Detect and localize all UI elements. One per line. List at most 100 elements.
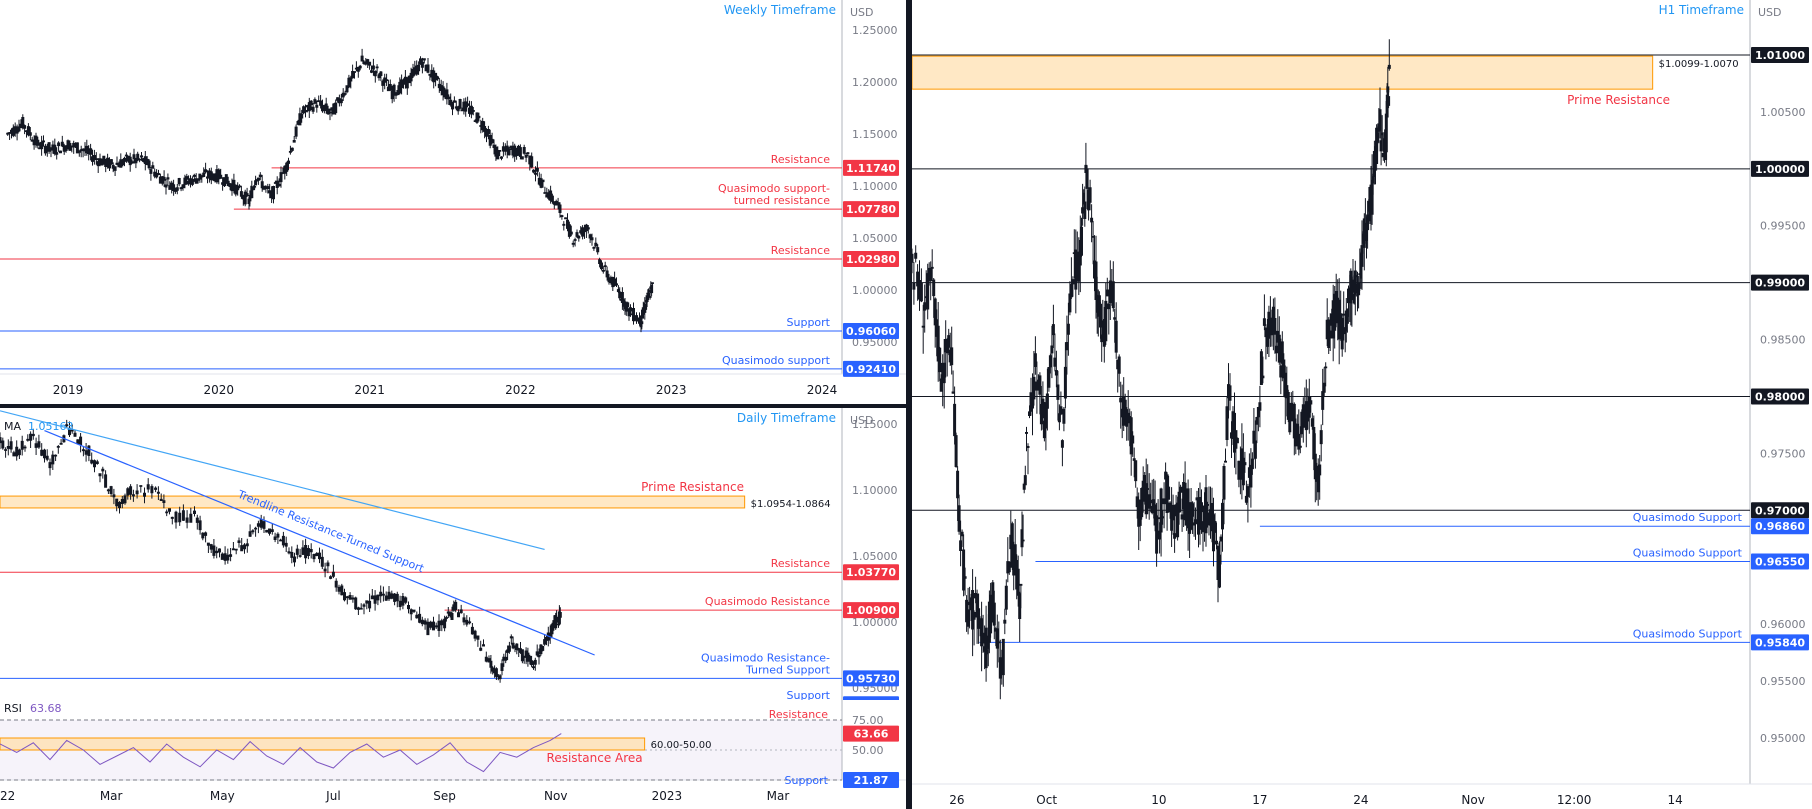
x-tick-label: 24 bbox=[1353, 793, 1368, 807]
level-price-tag-group: 0.95730 bbox=[843, 670, 899, 687]
level-label-line-2: turned resistance bbox=[734, 194, 830, 207]
daily-x-tick-label: 2022 bbox=[0, 789, 15, 803]
level-price-tag-group: 0.96550 bbox=[1751, 553, 1809, 570]
moving-average-line bbox=[0, 410, 545, 550]
horizontal-divider[interactable] bbox=[0, 404, 906, 408]
level-price-tag-group: 1.03770 bbox=[843, 564, 899, 581]
level-price-tag-bg bbox=[1751, 47, 1809, 63]
zone-range-label: $1.0099-1.0070 bbox=[1659, 59, 1739, 70]
vertical-divider[interactable] bbox=[906, 0, 912, 809]
level-price-tag: 1.00000 bbox=[1755, 163, 1805, 176]
level-label: Resistance bbox=[771, 153, 831, 166]
y-tick-label: 1.00500 bbox=[1760, 106, 1806, 119]
ma-label: MA bbox=[4, 420, 21, 433]
daily-x-tick-label: 2023 bbox=[652, 789, 683, 803]
level-price-tag: 1.03770 bbox=[846, 566, 896, 579]
weekly-chart[interactable]: USD Weekly Timeframe 1.25000 1.20000 1.15000… bbox=[0, 0, 906, 404]
level-label: Quasimodo support bbox=[722, 354, 831, 367]
rsi-y-tick-label: 50.00 bbox=[852, 744, 884, 757]
y-tick-label: 0.97500 bbox=[1760, 447, 1806, 460]
level-price-tag-group: 0.96060 bbox=[843, 322, 899, 339]
level-price-tag: 1.00900 bbox=[846, 604, 896, 617]
level-label: Support bbox=[787, 689, 831, 700]
weekly-chart-panel: USD Weekly Timeframe 1.25000 1.20000 1.15000… bbox=[0, 0, 906, 404]
level-price-tag-bg bbox=[1751, 274, 1809, 291]
y-tick-label: 0.95000 bbox=[1760, 732, 1806, 745]
rsi-support-tag-group: 21.87 bbox=[843, 772, 899, 788]
daily-x-tick-label: Mar bbox=[100, 789, 123, 803]
x-tick-label: 14 bbox=[1667, 793, 1682, 807]
ma-value: 1.05163 bbox=[28, 420, 74, 433]
timeframe-title: H1 Timeframe bbox=[1659, 3, 1744, 17]
x-tick-label: 2024 bbox=[807, 383, 838, 397]
level-price-tag-group: 1.01000 bbox=[1751, 47, 1809, 63]
level-price-tag-bg bbox=[1751, 553, 1809, 570]
rsi-value-tag-bg bbox=[843, 725, 899, 742]
trendline bbox=[44, 430, 595, 656]
h1-chart-panel: USD H1 Timeframe 1.00500 0.99500 0.98500 0.97… bbox=[912, 0, 1812, 809]
rsi-value-tag-group: 63.66 bbox=[843, 725, 899, 742]
charts-weekly-candles bbox=[6, 48, 654, 333]
level-price-tag-group: 0.99000 bbox=[1751, 274, 1809, 291]
level-price-tag: 0.93770 bbox=[846, 698, 896, 700]
rsi-label: RSI bbox=[4, 702, 22, 715]
zone-label: Prime Resistance bbox=[1567, 93, 1670, 107]
level-label: Quasimodo Resistance bbox=[705, 595, 830, 608]
level-price-tag-bg bbox=[1751, 502, 1809, 519]
y-tick-label: 1.10000 bbox=[852, 180, 898, 193]
x-tick-label: 2021 bbox=[354, 383, 385, 397]
level-price-tag: 0.96550 bbox=[1755, 556, 1805, 569]
x-tick-label: 17 bbox=[1252, 793, 1267, 807]
daily-x-tick-label: Jul bbox=[325, 789, 340, 803]
y-tick-label: 0.95000 bbox=[852, 336, 898, 349]
y-tick-label: 1.00000 bbox=[852, 616, 898, 629]
prime-resistance-zone bbox=[912, 55, 1654, 90]
level-price-tag-bg bbox=[843, 201, 899, 218]
rsi-value: 63.68 bbox=[30, 702, 62, 715]
y-tick-label: 1.05000 bbox=[852, 232, 898, 245]
currency-label: USD bbox=[850, 414, 874, 427]
level-price-tag-group: 1.00900 bbox=[843, 602, 899, 619]
y-tick-label: 1.15000 bbox=[852, 128, 898, 141]
h1-chart[interactable]: USD H1 Timeframe 1.00500 0.99500 0.98500 0.97… bbox=[912, 0, 1812, 809]
daily-chart[interactable]: USD Daily Timeframe 1.15000 1.10000 1.05000 1… bbox=[0, 408, 906, 700]
timeframe-title: Weekly Timeframe bbox=[724, 3, 836, 17]
level-price-tag-bg bbox=[1751, 160, 1809, 177]
level-price-tag-bg bbox=[843, 251, 899, 268]
level-label: Support bbox=[787, 316, 831, 329]
level-price-tag-group: 1.11740 bbox=[843, 159, 899, 176]
daily-chart-panel: USD Daily Timeframe 1.15000 1.10000 1.05000 1… bbox=[0, 408, 906, 700]
rsi-chart[interactable]: 60.00-50.00 Resistance Area Resistance Supp… bbox=[0, 700, 906, 809]
x-tick-label: 12:00 bbox=[1557, 793, 1592, 807]
charts-weekly-candle-path bbox=[6, 48, 654, 333]
rsi-resistance-label: Resistance bbox=[769, 708, 829, 721]
level-price-tag-group: 0.96860 bbox=[1751, 518, 1809, 535]
charts-daily-candles bbox=[0, 419, 562, 683]
level-price-tag-bg bbox=[843, 602, 899, 619]
y-tick-label: 1.05000 bbox=[852, 550, 898, 563]
rsi-value-tag: 63.66 bbox=[854, 728, 889, 741]
level-label-line-1: Quasimodo support- bbox=[718, 182, 830, 195]
currency-label: USD bbox=[1758, 6, 1782, 19]
daily-x-tick-label: Nov bbox=[544, 789, 567, 803]
rsi-support-label: Support bbox=[785, 774, 829, 787]
level-label-line-1: Quasimodo Resistance- bbox=[701, 651, 830, 664]
daily-x-tick-label: May bbox=[210, 789, 235, 803]
level-price-tag-group: 0.95840 bbox=[1751, 634, 1809, 651]
rsi-support-tag-bg bbox=[843, 772, 899, 788]
level-price-tag: 0.99000 bbox=[1755, 277, 1805, 290]
charts-h1-candle-path bbox=[912, 39, 1391, 700]
y-tick-label: 1.15000 bbox=[852, 418, 898, 431]
level-price-tag: 0.97000 bbox=[1755, 504, 1805, 517]
rsi-resistance-zone bbox=[0, 737, 646, 751]
rsi-chart-panel: 60.00-50.00 Resistance Area Resistance Supp… bbox=[0, 700, 906, 809]
level-price-tag-group: 0.97000 bbox=[1751, 502, 1809, 519]
level-label: Quasimodo Support bbox=[1633, 627, 1743, 640]
rsi-zone-range-label: 60.00-50.00 bbox=[651, 740, 712, 751]
y-tick-label: 1.00000 bbox=[852, 284, 898, 297]
level-price-tag-bg bbox=[843, 159, 899, 176]
level-price-tag: 0.98000 bbox=[1755, 390, 1805, 403]
y-tick-label: 1.20000 bbox=[852, 76, 898, 89]
prime-resistance-zone bbox=[0, 495, 746, 509]
level-label: Resistance bbox=[771, 244, 831, 257]
